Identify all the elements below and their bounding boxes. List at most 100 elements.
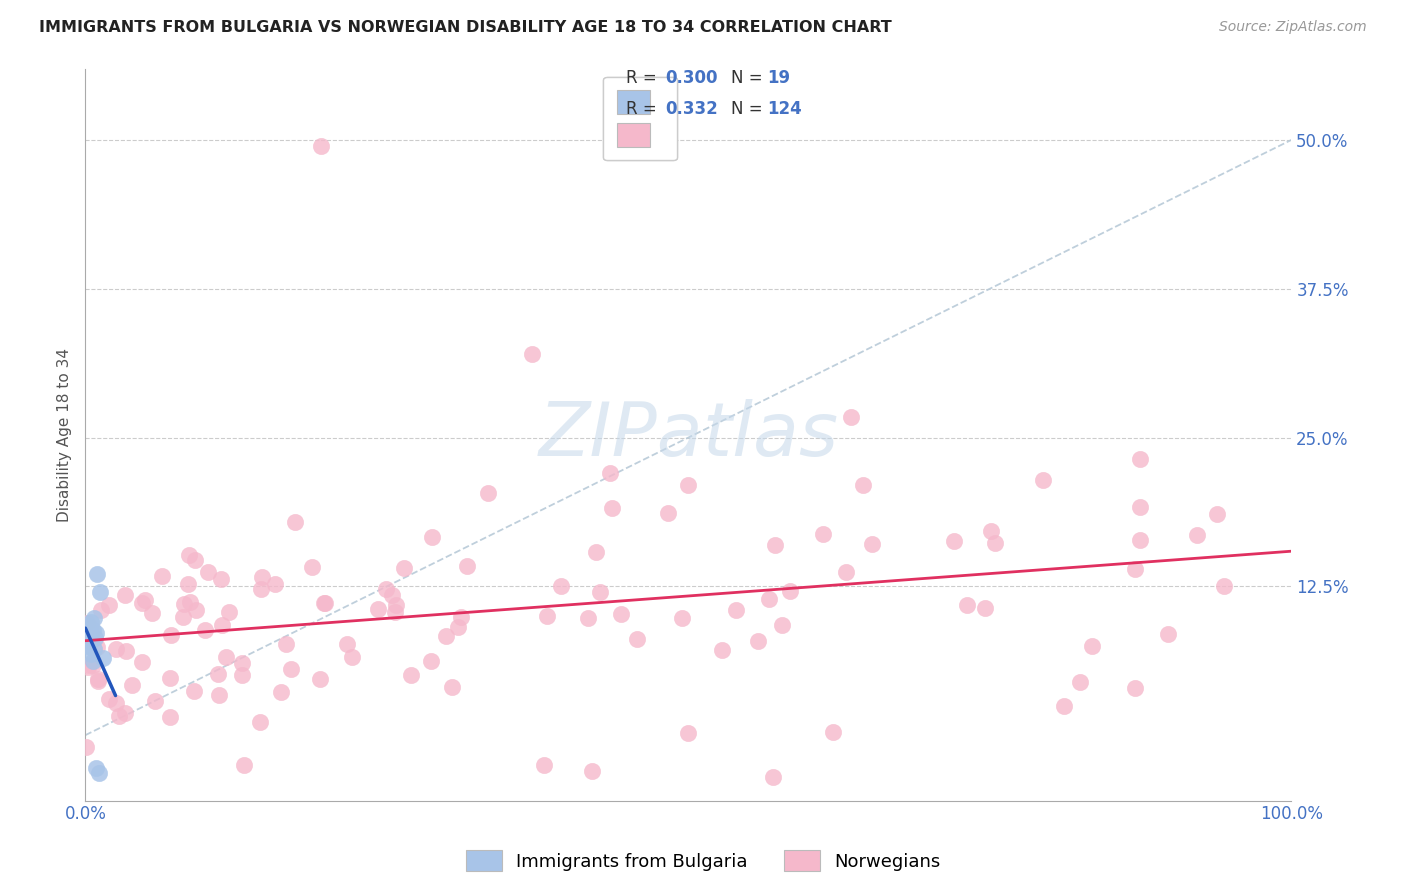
Point (1032, 474, 1054, 488)
Point (983, 536, 1005, 550)
Point (87, 673, 110, 688)
Point (585, 545, 607, 559)
Point (1081, 639, 1104, 653)
Point (207, 667, 229, 681)
Text: IMMIGRANTS FROM BULGARIA VS NORWEGIAN DISABILITY AGE 18 TO 34 CORRELATION CHART: IMMIGRANTS FROM BULGARIA VS NORWEGIAN DI… (39, 20, 893, 35)
Point (105, 641, 128, 656)
Point (309, 673, 332, 687)
Point (763, 538, 786, 552)
Point (150, 569, 173, 583)
Point (76, 639, 98, 653)
Point (172, 610, 194, 624)
Point (87, 766, 110, 780)
Point (143, 694, 166, 708)
Point (1157, 626, 1180, 640)
Point (671, 610, 693, 624)
Point (76, 615, 98, 630)
Point (1069, 674, 1091, 689)
Point (89, 585, 111, 599)
Point (422, 530, 444, 544)
Point (1212, 579, 1234, 593)
Point (249, 714, 271, 729)
Point (301, 560, 323, 574)
Text: 19: 19 (768, 70, 790, 87)
Point (131, 655, 153, 669)
Point (314, 596, 336, 610)
Point (942, 534, 965, 549)
Text: N =: N = (731, 70, 762, 87)
Point (84, 762, 107, 776)
Point (1053, 699, 1076, 714)
Point (576, 611, 599, 625)
Legend: Immigrants from Bulgaria, Norwegians: Immigrants from Bulgaria, Norwegians (458, 843, 948, 879)
Point (434, 629, 457, 643)
Point (280, 662, 302, 676)
Point (381, 588, 404, 602)
Point (956, 598, 979, 612)
Point (860, 537, 883, 551)
Point (447, 620, 470, 634)
Point (367, 602, 389, 616)
Point (77, 627, 100, 641)
Point (823, 724, 845, 739)
Point (79, 657, 101, 672)
Point (336, 637, 359, 651)
Point (520, 347, 543, 361)
Point (1125, 562, 1147, 576)
Point (550, 579, 572, 593)
Point (231, 656, 253, 670)
Point (82, 657, 104, 672)
Point (340, 650, 363, 665)
Point (533, 758, 555, 772)
Text: N =: N = (731, 100, 762, 118)
Point (536, 609, 558, 624)
Point (1206, 508, 1229, 522)
Point (678, 725, 700, 739)
Point (108, 709, 131, 723)
Point (375, 582, 398, 597)
Point (441, 680, 464, 694)
Point (141, 606, 163, 620)
Text: 124: 124 (768, 100, 803, 118)
Point (80, 615, 103, 629)
Point (852, 478, 875, 492)
Point (264, 577, 287, 591)
Text: 0.300: 0.300 (665, 70, 717, 87)
Point (75, 740, 97, 755)
Text: ZIPatlas: ZIPatlas (538, 399, 838, 471)
Point (134, 593, 156, 607)
Legend: , : , (603, 77, 676, 160)
Text: R =: R = (626, 100, 657, 118)
Point (610, 607, 633, 621)
Point (184, 553, 207, 567)
Point (762, 770, 785, 784)
Point (82, 654, 104, 668)
Point (456, 558, 478, 573)
Point (114, 706, 136, 721)
Point (121, 678, 143, 692)
Point (401, 668, 423, 682)
Point (83, 642, 105, 657)
Point (90, 603, 112, 617)
Point (312, 596, 335, 610)
Point (450, 610, 472, 624)
Point (270, 685, 292, 699)
Point (747, 634, 769, 648)
Point (79, 635, 101, 649)
Y-axis label: Disability Age 18 to 34: Disability Age 18 to 34 (58, 348, 72, 522)
Point (392, 561, 415, 575)
Point (1129, 452, 1152, 467)
Point (811, 527, 834, 541)
Point (284, 515, 307, 529)
Point (105, 696, 128, 710)
Point (177, 576, 200, 591)
Point (84, 625, 107, 640)
Point (83, 611, 105, 625)
Point (82, 624, 104, 638)
Point (710, 643, 733, 657)
Point (974, 600, 997, 615)
Point (250, 570, 273, 584)
Point (183, 684, 205, 698)
Point (86, 567, 108, 582)
Point (599, 467, 621, 481)
